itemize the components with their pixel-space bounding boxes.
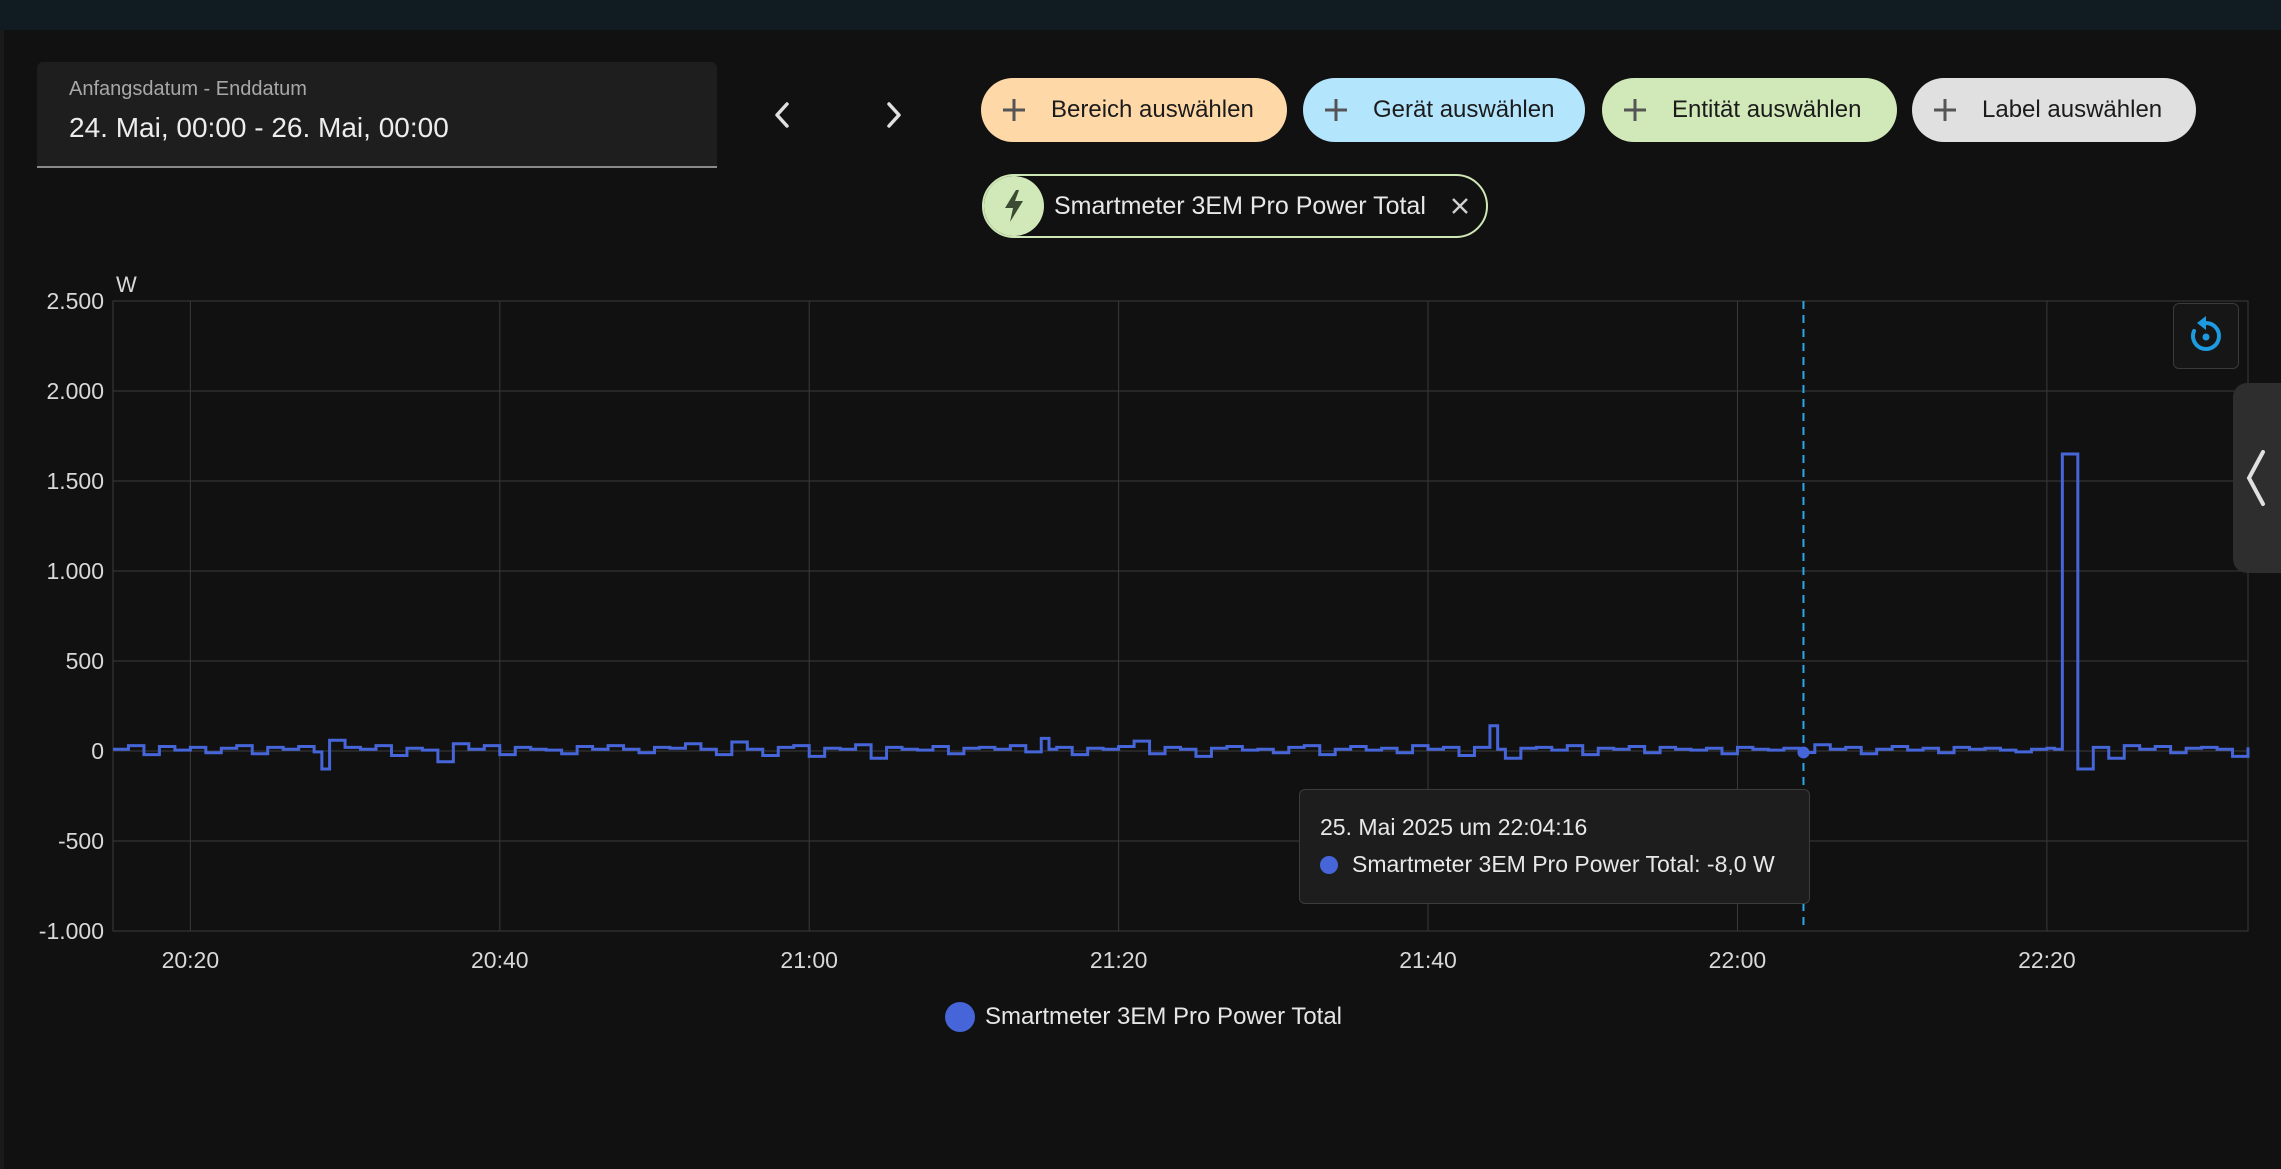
y-tick-label: 1.500 <box>46 468 104 494</box>
cursor-point <box>1797 746 1810 759</box>
chevron-left-icon <box>775 102 789 128</box>
remove-entity-icon[interactable] <box>1446 192 1474 220</box>
tooltip-title: 25. Mai 2025 um 22:04:16 <box>1320 814 1588 840</box>
tooltip-series-dot <box>1320 855 1338 874</box>
chart-tooltip: 25. Mai 2025 um 22:04:16 Smartmeter 3EM … <box>1299 789 1810 904</box>
label-chip-label: Label auswählen <box>1982 96 2163 123</box>
x-tick-label: 21:40 <box>1399 947 1457 973</box>
y-tick-label: 1.000 <box>46 558 104 584</box>
chevron-right-icon <box>887 102 901 128</box>
x-tick-label: 20:20 <box>162 947 220 973</box>
side-panel-handle[interactable] <box>2233 383 2281 573</box>
area-chip[interactable]: Bereich auswählen <box>981 78 1287 142</box>
left-edge <box>0 30 4 1169</box>
chart-legend-item[interactable]: Smartmeter 3EM Pro Power Total <box>945 1002 1342 1032</box>
series-line <box>113 452 2250 771</box>
entity-select-chip[interactable]: Entität auswählen <box>1602 78 1897 142</box>
y-tick-label: 2.000 <box>46 378 104 404</box>
plus-icon <box>1928 93 1962 127</box>
y-tick-label: -500 <box>58 828 104 854</box>
y-axis-unit: W <box>116 272 137 297</box>
tooltip-row: Smartmeter 3EM Pro Power Total: -8,0 W <box>1320 851 1789 878</box>
date-range-value[interactable]: 24. Mai, 00:00 - 26. Mai, 00:00 <box>69 112 449 143</box>
label-chip[interactable]: Label auswählen <box>1912 78 2196 142</box>
y-tick-label: 0 <box>91 738 104 764</box>
next-period-button[interactable] <box>869 90 919 140</box>
x-tick-label: 21:00 <box>780 947 838 973</box>
y-axis: -1.000 -500 0 500 1.000 1.500 2.000 2.500 <box>39 288 104 944</box>
top-bar <box>0 0 2281 30</box>
device-chip[interactable]: Gerät auswählen <box>1303 78 1585 142</box>
x-tick-label: 22:20 <box>2018 947 2076 973</box>
selected-entity-name: Smartmeter 3EM Pro Power Total <box>1054 191 1426 220</box>
x-tick-label: 20:40 <box>471 947 529 973</box>
y-tick-label: -1.000 <box>39 918 104 944</box>
selected-entity-chip[interactable]: Smartmeter 3EM Pro Power Total <box>982 174 1488 238</box>
entity-select-chip-label: Entität auswählen <box>1672 96 1862 123</box>
lightning-bolt-icon <box>984 176 1044 236</box>
reset-icon <box>2191 316 2221 351</box>
history-chart[interactable]: -1.000 -500 0 500 1.000 1.500 2.000 2.500 20:20… <box>0 260 2281 1060</box>
date-range-picker[interactable]: Anfangsdatum - Enddatum 24. Mai, 00:00 -… <box>37 62 717 168</box>
plus-icon <box>1319 93 1353 127</box>
reset-zoom-button[interactable] <box>2173 303 2239 369</box>
y-tick-label: 2.500 <box>46 288 104 314</box>
plus-icon <box>1618 93 1652 127</box>
date-range-label: Anfangsdatum - Enddatum <box>69 78 307 100</box>
previous-period-button[interactable] <box>757 90 807 140</box>
plot-frame <box>112 300 2249 932</box>
x-axis: 20:20 20:40 21:00 21:20 21:40 22:00 22:20 <box>162 947 2076 973</box>
x-tick-label: 22:00 <box>1709 947 1767 973</box>
y-tick-label: 500 <box>66 648 104 674</box>
device-chip-label: Gerät auswählen <box>1373 96 1555 123</box>
area-chip-label: Bereich auswählen <box>1051 96 1254 123</box>
x-tick-label: 21:20 <box>1090 947 1148 973</box>
chevron-left-icon <box>2246 450 2265 506</box>
plus-icon <box>997 93 1031 127</box>
legend-label: Smartmeter 3EM Pro Power Total <box>985 1003 1343 1030</box>
legend-series-dot <box>945 1002 975 1032</box>
chart-grid <box>112 300 2249 932</box>
tooltip-row-text: Smartmeter 3EM Pro Power Total: -8,0 W <box>1352 851 1775 877</box>
